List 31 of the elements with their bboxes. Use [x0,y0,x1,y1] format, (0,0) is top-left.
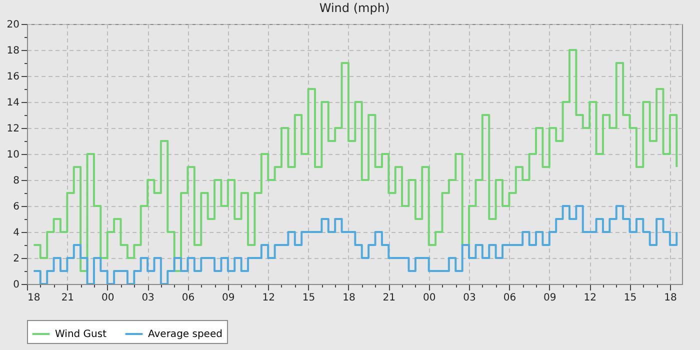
x-tick-label: 15 [624,292,637,304]
x-tick-label: 03 [463,292,476,304]
x-tick-label: 09 [544,292,556,304]
x-tick-label: 06 [182,292,195,304]
y-tick-label: 16 [6,72,20,82]
y-tick-label: 20 [6,20,20,30]
y-tick-label: 8 [13,176,20,186]
x-tick-label: 18 [664,292,677,304]
y-tick-label: 10 [6,150,20,160]
y-tick-label: 14 [6,98,20,108]
x-tick-label: 18 [28,292,40,304]
y-tick-label: 6 [13,202,20,212]
x-tick-label: 00 [102,292,114,304]
legend-label: Average speed [148,329,222,340]
y-tick-label: 12 [6,124,20,134]
x-tick-label: 15 [302,292,316,304]
x-tick-label: 21 [382,292,396,304]
y-tick-label: 0 [13,280,20,290]
y-tick-label: 18 [6,46,20,56]
x-tick-label: 06 [503,292,516,304]
x-tick-label: 03 [142,292,154,304]
x-tick-label: 12 [584,292,596,304]
x-tick-label: 21 [61,292,74,304]
y-tick-label: 2 [13,254,20,264]
x-tick-label: 00 [422,292,436,304]
y-tick-label: 4 [13,228,20,238]
x-tick-label: 12 [262,292,275,304]
x-tick-label: 18 [342,292,356,304]
x-tick-label: 09 [222,292,235,304]
legend-label: Wind Gust [55,329,107,340]
chart-title: Wind (mph) [319,1,390,15]
